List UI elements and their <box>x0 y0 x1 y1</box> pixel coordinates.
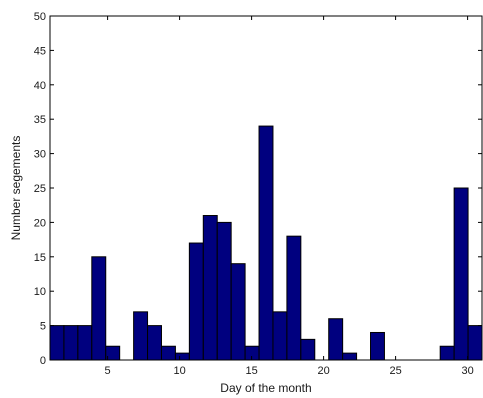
histogram-bar <box>202 215 218 361</box>
x-tick-label: 20 <box>317 365 329 377</box>
histogram-bar <box>286 235 302 361</box>
y-tick-label: 50 <box>34 11 46 23</box>
bars-group <box>49 125 483 361</box>
histogram-bar <box>258 125 274 361</box>
y-tick-label: 0 <box>40 355 46 367</box>
histogram-bar <box>63 325 79 361</box>
histogram-bar <box>77 325 93 361</box>
histogram-bar <box>147 325 162 361</box>
y-tick-label: 25 <box>34 183 46 195</box>
y-tick-label: 5 <box>40 321 46 333</box>
histogram-bar <box>160 345 176 361</box>
y-tick-label: 30 <box>34 149 46 161</box>
histogram-bar <box>300 338 316 361</box>
y-tick-label: 35 <box>34 114 46 126</box>
histogram-bar <box>272 311 288 361</box>
histogram-bar <box>49 325 65 361</box>
y-tick-label: 20 <box>34 217 46 229</box>
histogram-bar <box>216 221 232 361</box>
x-axis-title: Day of the month <box>220 381 311 395</box>
y-tick-label: 45 <box>34 45 46 57</box>
histogram-bar <box>188 242 204 361</box>
y-tick-label: 40 <box>34 80 46 92</box>
y-ticks-group: 0 5 10 15 20 25 30 35 40 45 50 <box>34 11 482 367</box>
histogram-bar <box>370 331 385 361</box>
x-tick-label: 25 <box>389 365 401 377</box>
histogram-bar <box>91 256 107 361</box>
histogram-bar <box>453 187 469 361</box>
x-ticks-group: 5 10 15 20 25 30 <box>105 16 474 377</box>
x-tick-label: 5 <box>105 365 111 377</box>
histogram-bar <box>342 352 358 361</box>
histogram-bar <box>230 263 246 361</box>
histogram-bar <box>439 345 455 361</box>
y-tick-label: 10 <box>34 286 46 298</box>
y-axis-title: Number segements <box>9 136 23 241</box>
histogram-bar <box>467 325 483 361</box>
x-tick-label: 30 <box>461 365 473 377</box>
histogram-bar <box>328 318 344 361</box>
x-tick-label: 10 <box>173 365 185 377</box>
histogram-bar <box>174 352 190 361</box>
y-tick-label: 15 <box>34 252 46 264</box>
plot-frame <box>49 15 483 361</box>
x-tick-label: 15 <box>245 365 257 377</box>
histogram-bar <box>133 311 149 361</box>
